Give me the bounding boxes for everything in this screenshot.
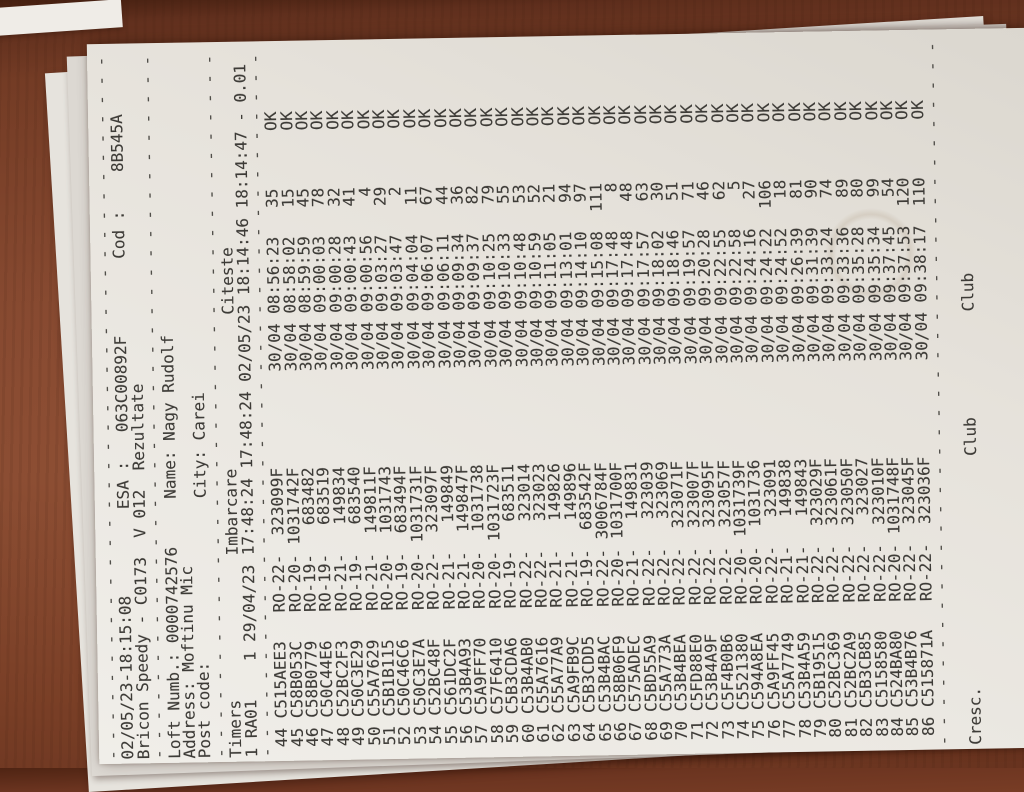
owner-name-value: Nagy Rudolf xyxy=(157,334,179,442)
results-table: 44 C515AEE3 RO-22- 323099F 30/04 08:56:2… xyxy=(261,30,937,757)
owner-name-label: Name: xyxy=(159,450,180,499)
footer-cresc-label: Cresc. xyxy=(965,686,986,746)
results-document: - - - - - - - - - - - - - - - - - - - - … xyxy=(86,27,1024,765)
footer-club-label-1: Club xyxy=(960,417,981,457)
cod-label: Cod : xyxy=(109,210,129,259)
cod-value: 8B545A xyxy=(107,114,128,173)
signature-line: Cresc. Club Club xyxy=(956,29,986,746)
footer-club-label-2: Club xyxy=(958,272,979,312)
